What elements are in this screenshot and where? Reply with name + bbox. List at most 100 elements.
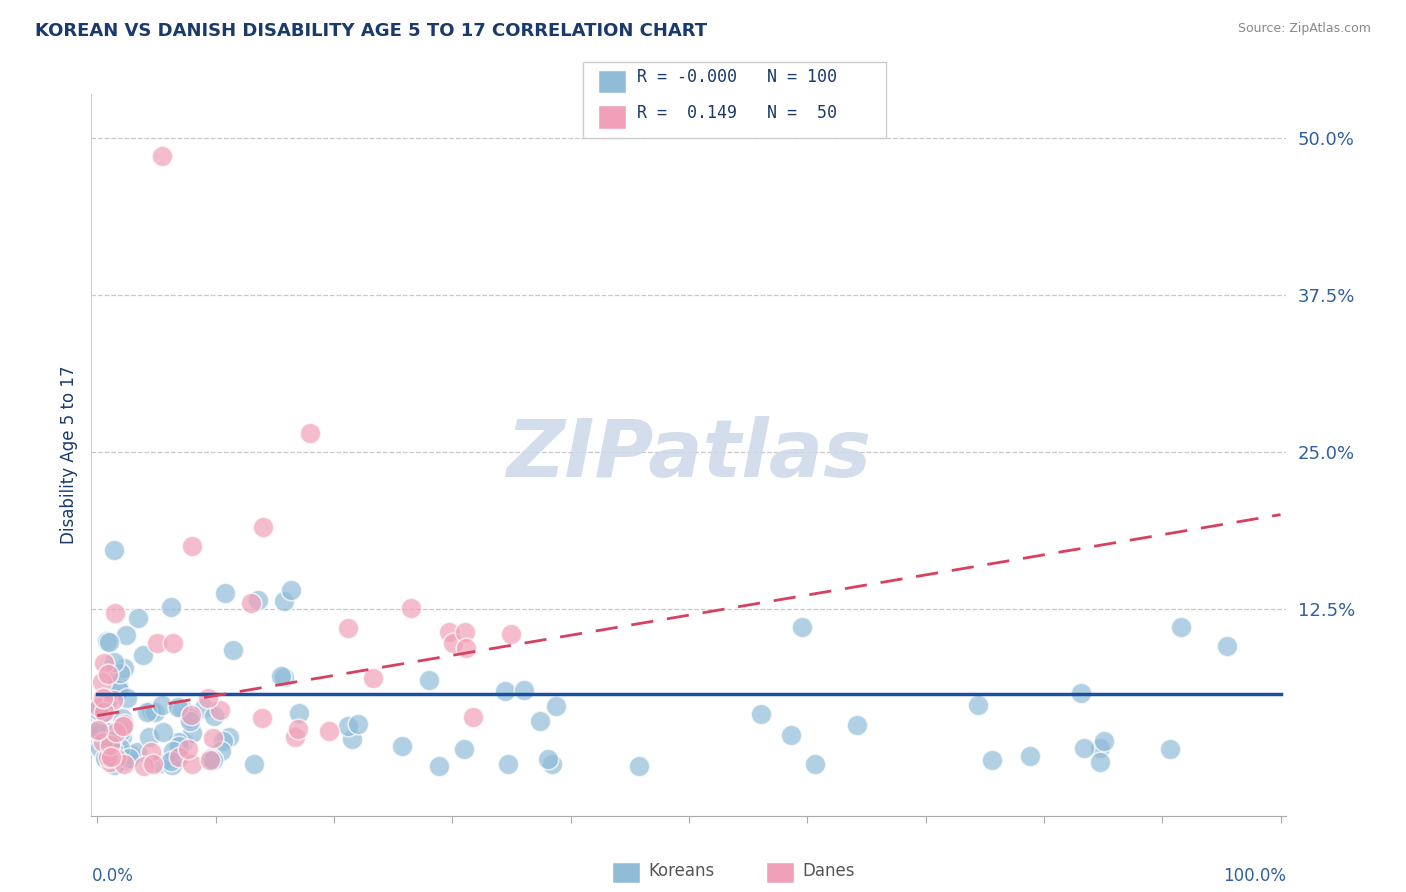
Point: [105, 725, 128, 739]
Point: [427, 758, 450, 772]
Point: [1070, 686, 1092, 700]
Text: R =  0.149   N =  50: R = 0.149 N = 50: [637, 103, 837, 121]
Point: [96, 634, 118, 648]
Point: [87, 723, 110, 738]
Point: [214, 586, 236, 600]
Point: [138, 730, 160, 744]
Point: [97, 749, 120, 764]
Point: [1073, 741, 1095, 756]
Point: [110, 723, 132, 738]
Text: KOREAN VS DANISH DISABILITY AGE 5 TO 17 CORRELATION CHART: KOREAN VS DANISH DISABILITY AGE 5 TO 17 …: [35, 22, 707, 40]
Point: [202, 709, 225, 723]
Point: [218, 730, 240, 744]
Point: [87, 723, 110, 737]
Point: [162, 744, 184, 758]
Point: [114, 753, 136, 767]
Point: [139, 745, 162, 759]
Point: [270, 669, 292, 683]
Point: [167, 700, 190, 714]
Point: [418, 673, 440, 687]
Point: [496, 756, 519, 771]
Point: [100, 733, 122, 747]
Point: [108, 665, 131, 680]
Point: [981, 753, 1004, 767]
Point: [107, 678, 129, 692]
Point: [93, 734, 115, 748]
Point: [779, 728, 801, 742]
Point: [336, 621, 359, 635]
Point: [91, 691, 114, 706]
Point: [512, 683, 534, 698]
Point: [160, 755, 183, 769]
Point: [287, 722, 309, 736]
Point: [152, 725, 174, 739]
Point: [790, 620, 813, 634]
Point: [391, 739, 413, 754]
Point: [179, 711, 201, 725]
Text: Source: ZipAtlas.com: Source: ZipAtlas.com: [1237, 22, 1371, 36]
Point: [86, 703, 108, 717]
Point: [172, 735, 194, 749]
Point: [252, 520, 274, 534]
Point: [93, 656, 115, 670]
Point: [1088, 741, 1111, 756]
Point: [1018, 748, 1040, 763]
Point: [337, 719, 360, 733]
Point: [97, 667, 120, 681]
Point: [91, 674, 114, 689]
Point: [627, 758, 650, 772]
Point: [181, 756, 204, 771]
Point: [273, 669, 295, 683]
Point: [100, 750, 122, 764]
Point: [222, 643, 245, 657]
Point: [159, 600, 181, 615]
Point: [346, 717, 368, 731]
Point: [209, 744, 232, 758]
Point: [454, 624, 477, 639]
Point: [181, 539, 204, 553]
Point: [118, 747, 141, 761]
Point: [98, 724, 121, 739]
Point: [94, 751, 117, 765]
Point: [966, 698, 988, 712]
Point: [150, 149, 173, 163]
Point: [150, 698, 173, 712]
Point: [198, 753, 221, 767]
Point: [104, 606, 127, 620]
Point: [132, 758, 155, 772]
Point: [180, 707, 202, 722]
Point: [97, 634, 120, 648]
Point: [117, 690, 139, 705]
Point: [97, 693, 120, 707]
Point: [193, 701, 215, 715]
Point: [461, 710, 484, 724]
Point: [198, 753, 221, 767]
Point: [240, 596, 263, 610]
Point: [287, 706, 309, 721]
Point: [537, 752, 560, 766]
Point: [103, 743, 125, 757]
Point: [454, 640, 477, 655]
Point: [111, 719, 134, 733]
Point: [103, 543, 125, 558]
Point: [112, 716, 135, 731]
Point: [212, 734, 235, 748]
Point: [132, 648, 155, 662]
Point: [89, 725, 111, 739]
Y-axis label: Disability Age 5 to 17: Disability Age 5 to 17: [59, 366, 77, 544]
Point: [1215, 639, 1237, 653]
Text: Danes: Danes: [803, 862, 855, 880]
Point: [252, 711, 274, 725]
Point: [87, 699, 110, 714]
Point: [103, 655, 125, 669]
Point: [197, 691, 219, 706]
Text: 0.0%: 0.0%: [91, 867, 134, 885]
Point: [112, 661, 135, 675]
Point: [243, 757, 266, 772]
Point: [98, 755, 121, 769]
Text: 100.0%: 100.0%: [1223, 867, 1286, 885]
Point: [845, 718, 868, 732]
Point: [749, 707, 772, 722]
Point: [1092, 734, 1115, 748]
Point: [149, 756, 172, 770]
